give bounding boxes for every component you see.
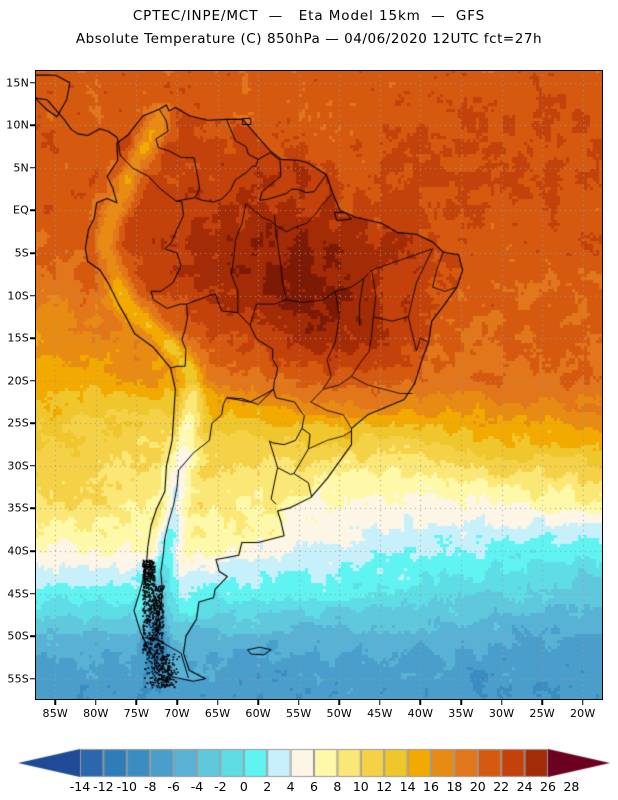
latitude-tick-mark <box>30 465 35 467</box>
longitude-tick-mark <box>339 700 341 705</box>
longitude-tick-mark <box>460 700 462 705</box>
temperature-heatmap-canvas <box>35 70 603 700</box>
longitude-tick-mark <box>136 700 138 705</box>
colorbar-tick-label: 0 <box>240 779 248 794</box>
longitude-tick-mark <box>501 700 503 705</box>
colorbar-tick-label: 26 <box>540 779 556 794</box>
colorbar-tick-label: -2 <box>214 779 226 794</box>
longitude-tick-mark <box>257 700 259 705</box>
latitude-tick-mark <box>30 210 35 212</box>
colorbar-tick-label: -10 <box>117 779 137 794</box>
latitude-tick-mark <box>30 593 35 595</box>
latitude-tick-mark <box>30 167 35 169</box>
chart-title-block: CPTEC/INPE/MCT — Eta Model 15km — GFS Ab… <box>0 0 618 47</box>
colorbar-tick-label: -6 <box>167 779 179 794</box>
colorbar-tick-label: 16 <box>423 779 439 794</box>
latitude-tick-mark <box>30 550 35 552</box>
latitude-tick-mark <box>30 252 35 254</box>
latitude-tick-mark <box>30 380 35 382</box>
colorbar-tick-label: 4 <box>287 779 295 794</box>
colorbar-tick-label: -14 <box>70 779 90 794</box>
colorbar-tick-label: 10 <box>353 779 369 794</box>
colorbar-tick-label: 20 <box>470 779 486 794</box>
colorbar-tick-label: 8 <box>333 779 341 794</box>
longitude-tick-mark <box>420 700 422 705</box>
colorbar-tick-label: -4 <box>191 779 203 794</box>
latitude-tick-mark <box>30 82 35 84</box>
longitude-tick-mark <box>217 700 219 705</box>
chart-subtitle-line-2: Absolute Temperature (C) 850hPa — 04/06/… <box>0 31 618 47</box>
latitude-tick-mark <box>30 295 35 297</box>
latitude-tick-mark <box>30 337 35 339</box>
colorbar-tick-label: 22 <box>493 779 509 794</box>
longitude-tick-mark <box>55 700 57 705</box>
colorbar-tick-label: 28 <box>563 779 579 794</box>
longitude-tick-mark <box>541 700 543 705</box>
longitude-tick-mark <box>379 700 381 705</box>
colorbar-tick-label: 2 <box>263 779 271 794</box>
latitude-tick-mark <box>30 678 35 680</box>
colorbar: -14 -12 -10 -8 -6 -4 -2 0 2 4 6 8 10 12 14 16 18 20 22 24 26… <box>0 745 618 800</box>
latitude-tick-mark <box>30 125 35 127</box>
colorbar-tick-label: -8 <box>144 779 156 794</box>
latitude-tick-mark <box>30 508 35 510</box>
map-plot-area: 15N 10N 5N EQ 5S 10S 15S 20S 25S 30S 35S 40S 45S 50S 5… <box>35 70 603 700</box>
longitude-tick-mark <box>176 700 178 705</box>
colorbar-tick-label: 18 <box>446 779 462 794</box>
longitude-tick-mark <box>95 700 97 705</box>
colorbar-tick-label: 24 <box>517 779 533 794</box>
chart-title-line-1: CPTEC/INPE/MCT — Eta Model 15km — GFS <box>0 8 618 24</box>
latitude-tick-mark <box>30 635 35 637</box>
longitude-tick-mark <box>582 700 584 705</box>
colorbar-tick-label: -12 <box>93 779 113 794</box>
colorbar-tick-label: 12 <box>376 779 392 794</box>
longitude-tick-mark <box>298 700 300 705</box>
colorbar-tick-label: 14 <box>400 779 416 794</box>
latitude-tick-mark <box>30 423 35 425</box>
colorbar-tick-label: 6 <box>310 779 318 794</box>
